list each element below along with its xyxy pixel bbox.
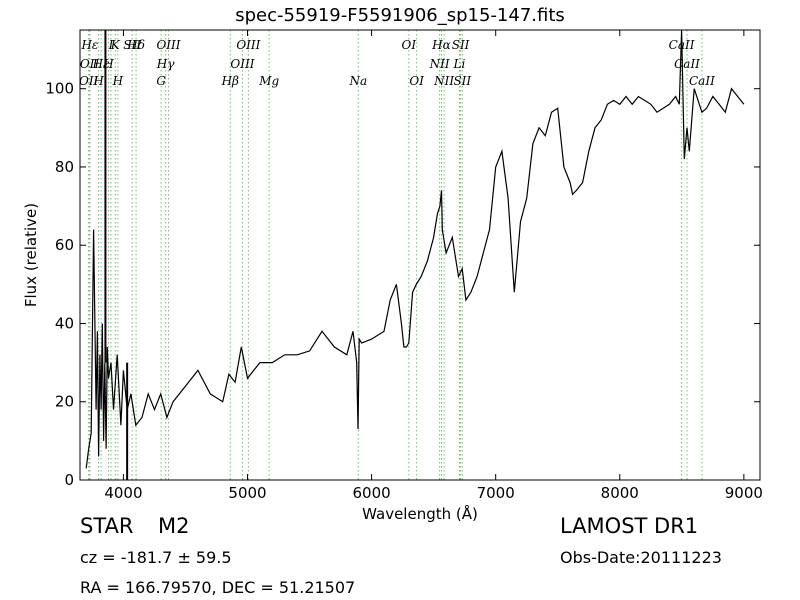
line-marker-label: OIII bbox=[236, 38, 260, 52]
y-tick-label: 0 bbox=[64, 471, 74, 489]
x-tick-label: 8000 bbox=[601, 484, 639, 502]
y-tick-label: 20 bbox=[55, 393, 74, 411]
y-tick-label: 60 bbox=[55, 236, 74, 254]
line-marker-label: OIII bbox=[156, 38, 180, 52]
y-tick-label: 40 bbox=[55, 314, 74, 332]
line-marker-label: CaII bbox=[669, 38, 695, 52]
line-marker-label: H bbox=[92, 74, 104, 88]
x-tick-label: 9000 bbox=[725, 484, 763, 502]
x-tick-label: 4000 bbox=[104, 484, 142, 502]
y-tick-label: 100 bbox=[45, 80, 74, 98]
line-marker-label: G bbox=[156, 74, 166, 88]
line-marker-label: H bbox=[112, 74, 124, 88]
chart-title: spec-55919-F5591906_sp15-147.fits bbox=[235, 5, 565, 26]
y-axis: 0 20 40 60 80 100 bbox=[45, 80, 760, 489]
spectral-line-markers bbox=[88, 30, 703, 480]
line-marker-label: I bbox=[108, 38, 114, 52]
spectrum-spikes bbox=[104, 30, 129, 480]
line-marker-label: CaII bbox=[689, 74, 715, 88]
line-marker-label: Hα bbox=[431, 38, 451, 52]
line-marker-label: Na bbox=[349, 74, 368, 88]
line-marker-label: OI bbox=[409, 74, 424, 88]
line-marker-label: Hγ bbox=[156, 57, 175, 71]
survey-name: LAMOST DR1 bbox=[560, 514, 699, 538]
spectrum-line bbox=[85, 29, 745, 469]
x-tick-label: 7000 bbox=[477, 484, 515, 502]
line-marker-label: SII bbox=[123, 38, 141, 52]
x-tick-label: 6000 bbox=[353, 484, 391, 502]
line-marker-label: Hδ bbox=[126, 38, 145, 52]
line-marker-label: SII bbox=[452, 38, 470, 52]
x-tick-label: 5000 bbox=[228, 484, 266, 502]
x-axis-label: Wavelength (Å) bbox=[362, 505, 478, 523]
line-marker-label: Hβ bbox=[221, 74, 239, 88]
observation-date: Obs-Date:20111223 bbox=[560, 548, 722, 567]
plot-frame bbox=[79, 29, 761, 481]
line-marker-label: OII bbox=[80, 57, 100, 71]
line-marker-label: NII bbox=[429, 57, 450, 71]
line-marker-label: Hε bbox=[80, 38, 98, 52]
redshift-readout: cz = -181.7 ± 59.5 bbox=[80, 548, 232, 567]
line-marker-label: H bbox=[102, 57, 114, 71]
line-marker-label: OIII bbox=[230, 57, 254, 71]
line-marker-label: OI bbox=[402, 38, 417, 52]
line-marker-label: Hε bbox=[92, 57, 110, 71]
line-marker-label: Li bbox=[453, 57, 466, 71]
line-marker-label: OII bbox=[79, 74, 99, 88]
object-subclass: M2 bbox=[158, 514, 190, 538]
line-marker-label: SII bbox=[453, 74, 471, 88]
x-axis: 4000 5000 6000 7000 8000 9000 bbox=[104, 30, 763, 502]
line-marker-label: NII bbox=[433, 74, 454, 88]
coordinates-readout: RA = 166.79570, DEC = 51.21507 bbox=[80, 578, 356, 597]
y-axis-label: Flux (relative) bbox=[22, 202, 40, 308]
line-marker-label: Mg bbox=[258, 74, 279, 88]
object-class: STAR bbox=[80, 514, 134, 538]
y-tick-label: 80 bbox=[55, 158, 74, 176]
line-marker-label: CaII bbox=[674, 57, 700, 71]
line-marker-label: K bbox=[110, 38, 121, 52]
